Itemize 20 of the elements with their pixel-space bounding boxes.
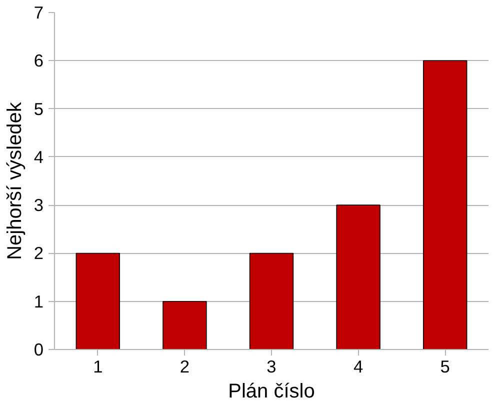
y-tick-label: 4 xyxy=(34,146,44,167)
y-tick-label: 6 xyxy=(34,50,44,71)
x-tick-label: 1 xyxy=(93,356,103,376)
x-tick-label: 3 xyxy=(266,356,276,376)
bar xyxy=(162,300,207,350)
y-tick-label: 0 xyxy=(34,340,44,360)
y-tick-label: 7 xyxy=(34,2,44,22)
y-tick-label: 2 xyxy=(34,243,44,264)
bar xyxy=(336,204,380,350)
x-axis-title: Plán číslo xyxy=(228,380,315,402)
y-tick-label: 3 xyxy=(34,195,44,216)
y-axis-title: Nejhorší výsledek xyxy=(4,101,26,260)
bar xyxy=(423,60,468,350)
bar xyxy=(76,252,120,350)
x-tick-label: 2 xyxy=(180,356,190,376)
bar xyxy=(249,252,294,350)
y-tick-label: 1 xyxy=(34,291,44,312)
x-tick-label: 5 xyxy=(440,356,450,376)
y-tick-label: 5 xyxy=(34,98,44,119)
x-tick-label: 4 xyxy=(353,356,364,376)
